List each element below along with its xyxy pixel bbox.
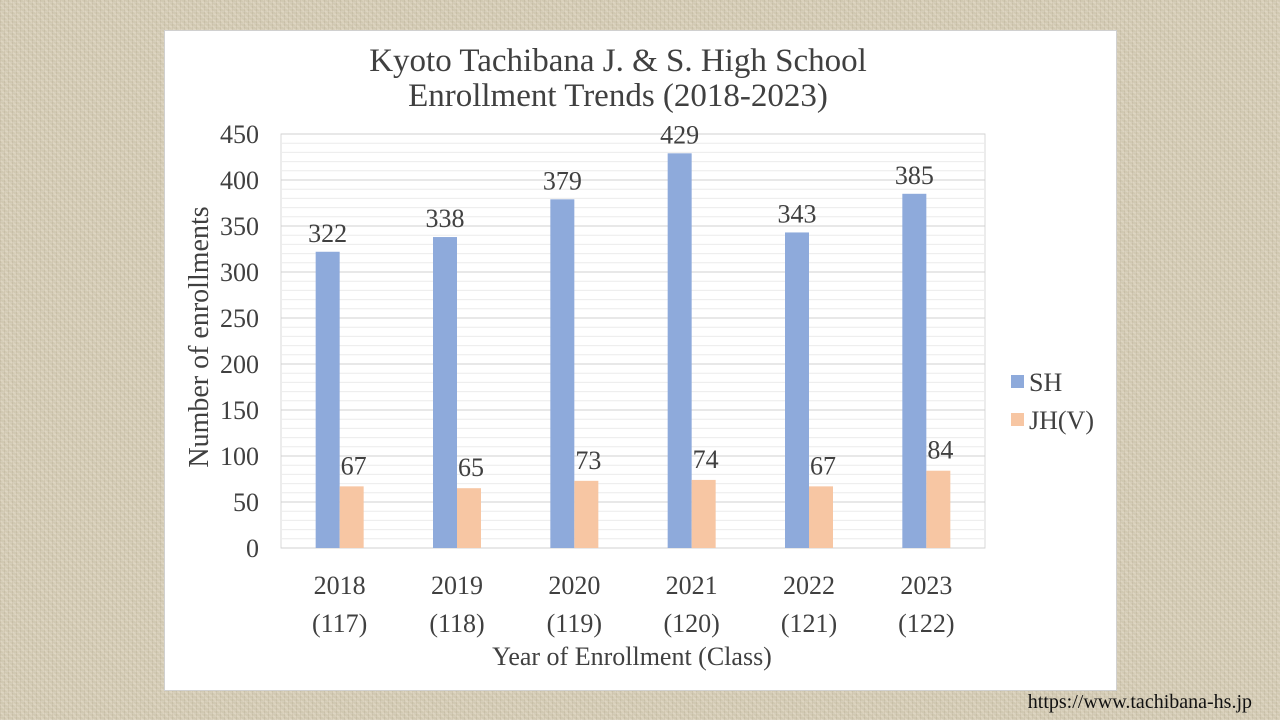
x-tick-class: (121) [781, 609, 837, 638]
chart-title: Kyoto Tachibana J. & S. High SchoolEnrol… [369, 43, 867, 114]
y-tick-label: 350 [220, 212, 259, 241]
y-tick-label: 200 [220, 350, 259, 379]
bar-sh [550, 199, 575, 548]
x-tick-year: 2022 [783, 571, 835, 600]
data-label: 74 [693, 445, 719, 474]
bar-jh-v- [457, 488, 481, 548]
bar-chart: Kyoto Tachibana J. & S. High SchoolEnrol… [184, 43, 1094, 671]
bars [315, 153, 951, 549]
gridlines [280, 133, 986, 549]
bar-sh [902, 193, 927, 549]
y-tick-label: 150 [220, 396, 259, 425]
data-label: 343 [778, 199, 817, 228]
plot-area [280, 133, 986, 549]
data-label: 67 [341, 451, 367, 480]
bar-jh-v- [926, 470, 951, 548]
x-axis-ticks: 2018 (117) 2019 (118) 2020 (119) 2021 (120) 2022… [312, 571, 955, 638]
data-label: 84 [927, 436, 953, 465]
data-label: 429 [660, 120, 699, 149]
y-tick-label: 250 [220, 304, 259, 333]
x-tick-year: 2019 [431, 571, 483, 600]
x-tick-class: (117) [312, 609, 367, 638]
bar-jh-v- [691, 479, 716, 548]
chart-card: Kyoto Tachibana J. & S. High School Enrol… [164, 30, 1117, 691]
data-label: 322 [308, 219, 347, 248]
x-tick-class: (119) [547, 609, 602, 638]
data-labels: 322 67 338 65 379 73 429 74 343 67 385 84 [308, 120, 953, 482]
y-tick-label: 50 [233, 488, 259, 517]
y-tick-label: 400 [220, 166, 259, 195]
x-tick-class: (122) [898, 609, 954, 638]
y-tick-label: 450 [220, 120, 259, 149]
y-tick-label: 0 [246, 534, 259, 563]
bar-sh [315, 251, 340, 548]
bar-jh-v- [809, 486, 833, 548]
x-tick-year: 2020 [548, 571, 600, 600]
bar-sh [785, 232, 809, 548]
source-url: https://www.tachibana-hs.jp [1027, 691, 1252, 713]
legend-swatch [1011, 413, 1024, 426]
bar-jh-v- [574, 480, 599, 548]
chart-title-line: Enrollment Trends (2018-2023) [408, 78, 828, 114]
y-tick-label: 300 [220, 258, 259, 287]
x-tick-class: (120) [664, 609, 720, 638]
legend-label: SH [1029, 368, 1062, 397]
x-tick-class: (118) [429, 609, 484, 638]
x-axis-title: Year of Enrollment (Class) [492, 642, 772, 671]
data-label: 65 [458, 453, 484, 482]
data-label: 379 [543, 166, 582, 195]
bar-sh [433, 237, 457, 549]
data-label: 385 [895, 161, 934, 190]
data-label: 338 [426, 204, 465, 233]
chart-title-line: Kyoto Tachibana J. & S. High School [369, 43, 867, 79]
x-tick-year: 2023 [900, 571, 952, 600]
x-tick-year: 2018 [314, 571, 366, 600]
legend-label: JH(V) [1029, 406, 1094, 435]
y-tick-label: 100 [220, 442, 259, 471]
data-label: 67 [810, 451, 836, 480]
axis-titles: Year of Enrollment (Class) Number of enro… [184, 206, 772, 671]
x-tick-year: 2021 [666, 571, 718, 600]
y-axis-title: Number of enrollments [184, 206, 215, 467]
legend: SH JH(V) [1011, 368, 1094, 435]
y-axis-ticks: 0 50 100 150 200 250 300 350 400 450 [220, 120, 259, 563]
bar-jh-v- [339, 486, 364, 548]
data-label: 73 [575, 446, 601, 475]
legend-swatch [1011, 375, 1024, 388]
bar-sh [667, 153, 692, 548]
